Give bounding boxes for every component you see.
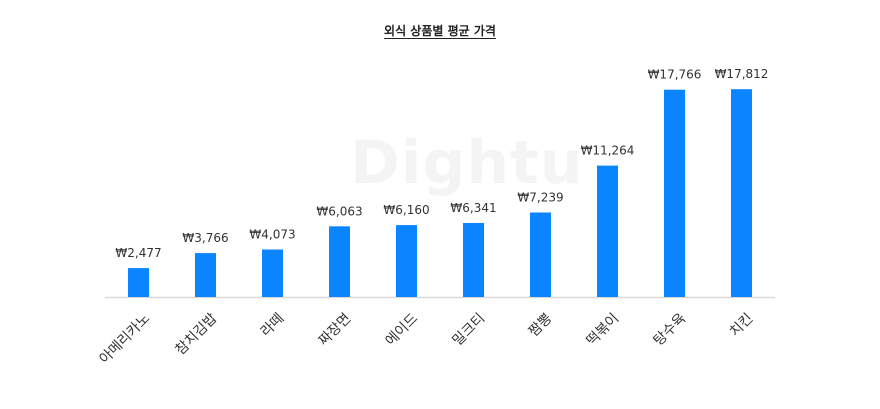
data-label: ₩6,063 — [316, 204, 362, 218]
category-label: 짜장면 — [316, 311, 355, 350]
bar — [396, 225, 417, 297]
category-label: 떡볶이 — [584, 311, 623, 350]
category-label: 짬뽕 — [526, 310, 556, 340]
bar — [530, 212, 551, 297]
bar — [731, 89, 752, 297]
chart-title: 외식 상품별 평균 가격 — [384, 24, 496, 38]
category-label: 밀크티 — [450, 311, 489, 350]
category-label: 아메리카노 — [96, 310, 153, 367]
data-label: ₩2,477 — [115, 246, 161, 260]
bar — [664, 89, 685, 297]
category-label: 치킨 — [727, 311, 757, 341]
data-label: ₩3,766 — [182, 231, 228, 245]
category-label: 라떼 — [258, 311, 288, 341]
data-label: ₩17,812 — [715, 67, 769, 81]
bar — [195, 253, 216, 297]
category-label: 에이드 — [383, 310, 422, 349]
category-label: 참치김밥 — [173, 310, 221, 358]
data-label: ₩7,239 — [517, 191, 563, 205]
watermark-logo: Dightu — [350, 128, 583, 198]
data-label: ₩11,264 — [581, 144, 635, 158]
category-label: 탕수육 — [651, 310, 690, 349]
data-label: ₩6,160 — [383, 203, 429, 217]
bar — [329, 226, 350, 297]
data-label: ₩4,073 — [249, 228, 295, 242]
bar — [262, 249, 283, 297]
bar — [463, 223, 484, 297]
data-label: ₩6,341 — [450, 201, 496, 215]
bar — [597, 165, 618, 297]
data-label: ₩17,766 — [648, 68, 702, 82]
bar — [128, 268, 149, 297]
